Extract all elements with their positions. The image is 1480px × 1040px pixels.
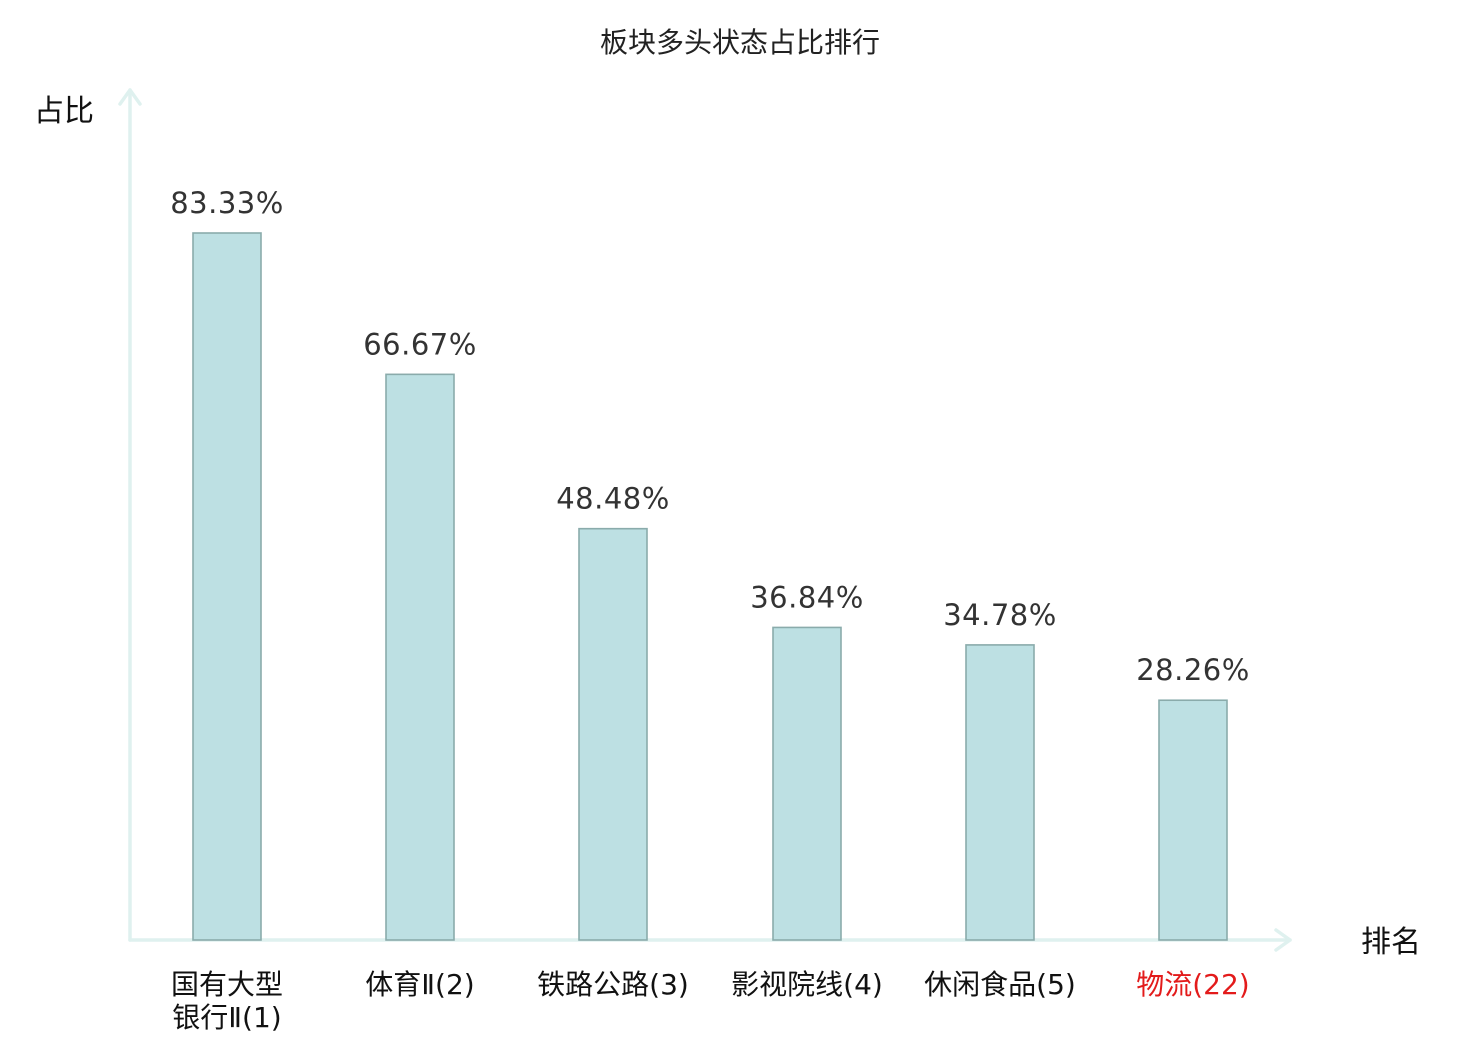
value-label: 28.26% [1136, 653, 1250, 687]
bar [385, 373, 455, 941]
x-tick-label: 铁路公路(3) [537, 968, 689, 1001]
x-tick-label: 体育Ⅱ(2) [365, 968, 474, 1001]
bar [192, 232, 262, 941]
x-axis-label: 排名 [1361, 925, 1421, 960]
value-label: 34.78% [943, 598, 1057, 632]
y-axis-arrow [118, 88, 142, 106]
x-tick-labels: 国有大型银行Ⅱ(1) 体育Ⅱ(2) 铁路公路(3) 影视院线(4) 休闲食品(5) 物流(… [171, 968, 1250, 1034]
axes [118, 88, 1292, 952]
chart-title: 板块多头状态占比排行 [600, 26, 880, 59]
value-label: 36.84% [750, 580, 864, 614]
bar [772, 626, 842, 941]
x-tick-label: 休闲食品(5) [924, 968, 1076, 1001]
value-label: 66.67% [363, 327, 477, 361]
y-axis-label: 占比 [34, 94, 94, 129]
x-axis-arrow [1274, 928, 1292, 952]
bar [965, 644, 1035, 941]
x-tick-label: 影视院线(4) [731, 968, 883, 1001]
x-tick-label: 国有大型银行Ⅱ(1) [171, 968, 283, 1034]
value-label: 83.33% [170, 186, 284, 220]
value-label: 48.48% [556, 482, 670, 516]
x-tick-label: 物流(22) [1136, 968, 1249, 1001]
bar [1158, 699, 1228, 941]
bars [192, 232, 1228, 941]
bar [578, 527, 648, 941]
value-labels: 83.33% 66.67% 48.48% 36.84% 34.78% 28.26% [170, 186, 1250, 687]
